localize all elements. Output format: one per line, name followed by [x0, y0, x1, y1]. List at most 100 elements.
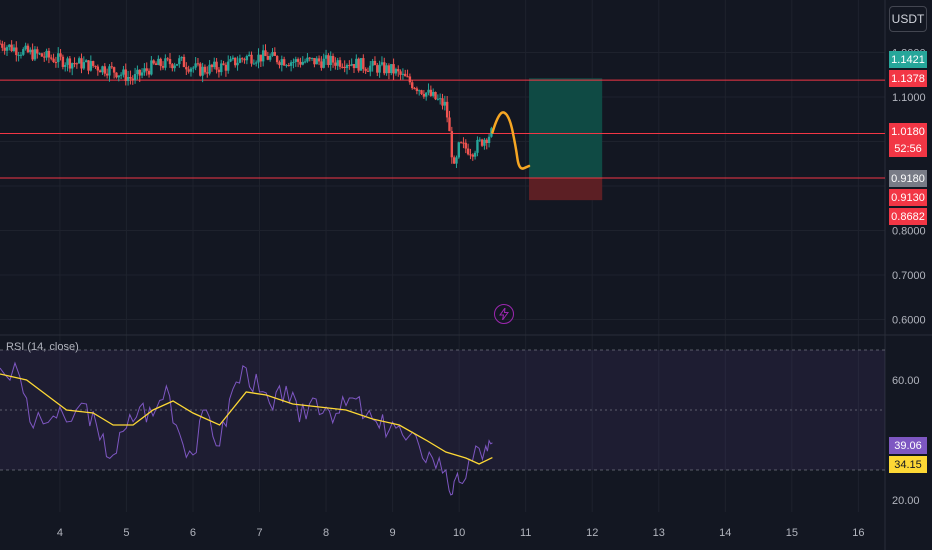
candle-body	[408, 76, 412, 83]
candle-body	[1, 43, 4, 48]
time-tick-label: 13	[653, 527, 665, 539]
candle-body	[401, 73, 405, 75]
candle-body	[350, 64, 353, 66]
candle-body	[459, 142, 463, 144]
candle-body	[108, 66, 111, 76]
price-tick-label: 0.8000	[892, 226, 926, 238]
price-label-target: 1.1421	[889, 51, 927, 68]
candle-body	[438, 98, 442, 100]
price-label-level-gray: 0.9180	[889, 170, 927, 187]
candle-body	[480, 139, 484, 146]
candle-body	[12, 47, 16, 52]
candle-body	[383, 62, 386, 74]
candle-body	[287, 65, 290, 67]
candle-body	[84, 60, 88, 63]
candle-body	[394, 69, 398, 74]
candle-body	[445, 101, 449, 118]
candle-body	[40, 53, 44, 57]
candle-body	[466, 148, 470, 155]
candle-body	[206, 72, 209, 74]
candle-body	[341, 66, 344, 68]
candle-body	[436, 98, 440, 100]
candle-body	[289, 62, 293, 66]
candle-body	[87, 60, 90, 71]
candle-body	[236, 62, 239, 66]
candle-body	[43, 56, 46, 58]
candle-body	[59, 53, 62, 57]
candle-body	[15, 47, 18, 56]
currency-unit-button[interactable]: USDT	[889, 6, 927, 32]
candle-body	[371, 60, 374, 66]
candle-body	[222, 63, 225, 65]
candle-body	[359, 58, 363, 71]
candle-body	[247, 54, 251, 57]
candle-body	[331, 55, 335, 63]
candle-body	[3, 47, 6, 51]
candle-body	[64, 64, 67, 67]
candle-body	[61, 56, 65, 67]
candle-body	[296, 59, 300, 62]
time-tick-label: 16	[852, 527, 864, 539]
stop-zone[interactable]	[529, 177, 603, 201]
candle-body	[364, 68, 367, 71]
candle-body	[464, 142, 467, 149]
candle-body	[487, 136, 491, 144]
candle-body	[119, 74, 123, 76]
candle-body	[392, 64, 395, 74]
candle-body	[192, 67, 195, 69]
candle-body	[254, 62, 258, 64]
candle-body	[469, 154, 472, 156]
rsi-value-label-rsi: 39.06	[889, 437, 927, 454]
candle-body	[89, 61, 93, 71]
price-label-stop: 0.9130	[889, 189, 927, 206]
candle-body	[483, 139, 486, 146]
candle-body	[336, 60, 339, 66]
candle-body	[138, 69, 141, 76]
candle-body	[411, 82, 414, 89]
time-tick-label: 6	[190, 527, 196, 539]
candle-body	[38, 53, 41, 55]
candle-body	[348, 64, 351, 66]
candle-body	[418, 90, 421, 92]
candle-body	[413, 88, 416, 90]
candle-body	[140, 72, 144, 76]
time-tick-label: 12	[586, 527, 598, 539]
candle-body	[220, 63, 223, 73]
candle-body	[313, 57, 316, 65]
candle-body	[129, 76, 132, 79]
rsi-line	[0, 361, 493, 496]
candle-body	[457, 142, 461, 158]
candle-body	[154, 63, 158, 65]
candle-body	[285, 65, 288, 67]
candle-body	[431, 91, 435, 96]
candle-body	[362, 58, 365, 69]
candle-body	[315, 58, 318, 65]
candle-body	[91, 61, 95, 66]
candle-body	[52, 58, 55, 63]
candle-body	[199, 63, 202, 76]
candle-body	[180, 56, 183, 59]
rsi-indicator-title: RSI (14, close)	[6, 341, 79, 353]
candle-body	[33, 49, 37, 60]
candle-body	[424, 92, 428, 97]
candle-body	[422, 93, 426, 97]
forecast-curve[interactable]	[491, 111, 531, 170]
candle-body	[122, 69, 125, 75]
candle-body	[26, 45, 30, 53]
candle-body	[75, 63, 79, 65]
candle-body	[171, 64, 174, 69]
time-tick-label: 7	[256, 527, 262, 539]
candle-body	[241, 58, 244, 60]
candle-body	[250, 54, 253, 64]
price-label-countdown: 52:56	[889, 140, 927, 157]
candle-body	[397, 69, 400, 72]
candle-body	[441, 98, 444, 106]
candle-body	[57, 53, 60, 63]
candle-body	[234, 57, 237, 66]
candle-body	[268, 55, 272, 60]
candle-body	[161, 66, 165, 68]
target-zone[interactable]	[529, 78, 603, 178]
flash-icon[interactable]	[494, 304, 514, 324]
candle-body	[238, 58, 242, 63]
